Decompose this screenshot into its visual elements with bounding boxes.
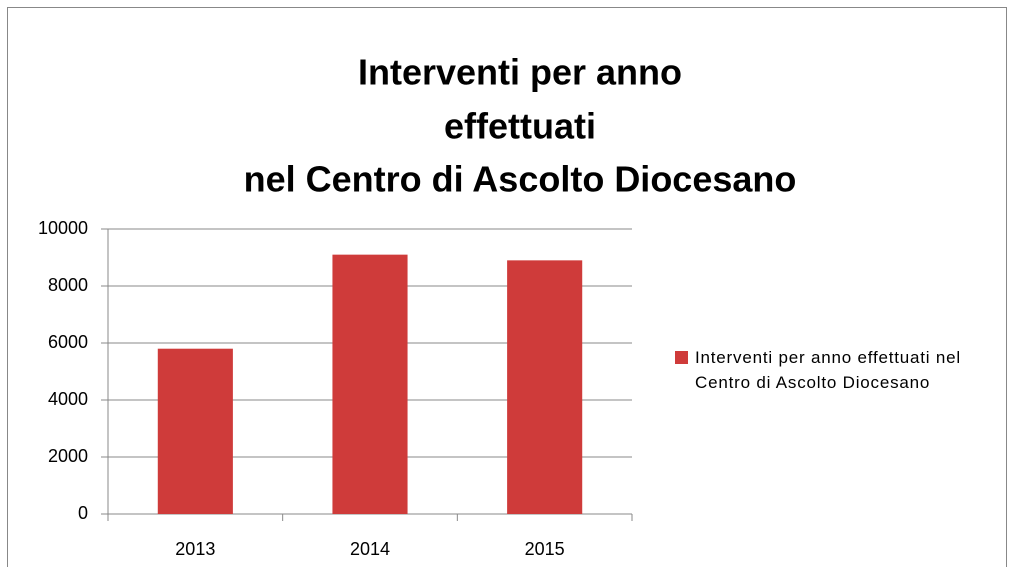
chart-title: effettuati xyxy=(444,106,596,147)
y-tick-label: 2000 xyxy=(48,446,88,466)
y-tick-label: 4000 xyxy=(48,389,88,409)
x-tick-label: 2015 xyxy=(525,539,565,559)
y-tick-label: 8000 xyxy=(48,275,88,295)
bar xyxy=(332,254,408,514)
legend-swatch xyxy=(675,351,688,364)
legend-label: Interventi per anno effettuati nel Centr… xyxy=(695,348,961,392)
chart-title: Interventi per anno xyxy=(358,52,682,93)
y-tick-label: 0 xyxy=(78,503,88,523)
y-tick-label: 6000 xyxy=(48,332,88,352)
y-tick-label: 10000 xyxy=(38,218,88,238)
chart-title: nel Centro di Ascolto Diocesano xyxy=(244,159,797,200)
x-tick-label: 2013 xyxy=(175,539,215,559)
chart-border xyxy=(7,7,1007,567)
bar xyxy=(507,260,583,514)
x-tick-label: 2014 xyxy=(350,539,390,559)
bar xyxy=(157,348,233,514)
